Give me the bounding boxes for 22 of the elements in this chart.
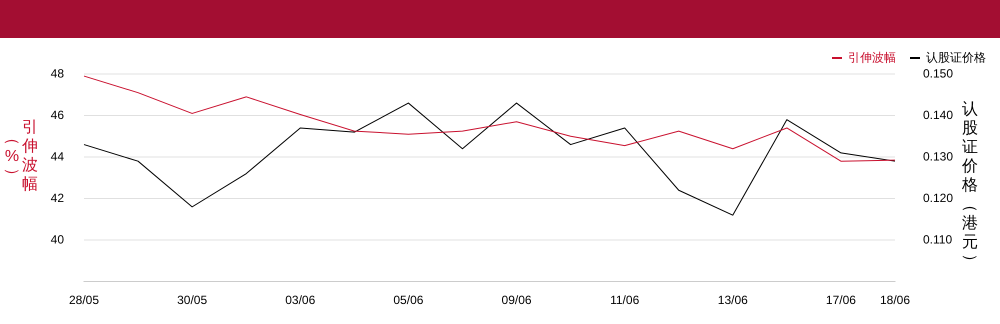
x-tick-label: 17/06	[826, 293, 856, 308]
y-tick-label: 44	[50, 149, 64, 164]
x-tick-label: 18/06	[880, 293, 910, 308]
y2-tick-label: 0.120	[923, 190, 954, 205]
text: 认股证价格（港元）	[962, 101, 978, 270]
y-tick-label: 46	[50, 108, 64, 122]
legend-label: 引伸波幅	[848, 50, 896, 64]
x-tick-label: 11/06	[610, 293, 640, 308]
x-tick-label: 09/06	[502, 293, 532, 308]
y-tick-label: 42	[50, 190, 64, 205]
x-tick-label: 30/05	[177, 293, 208, 308]
y-tick-label: 48	[50, 66, 64, 80]
x-tick-label: 28/05	[68, 293, 100, 308]
x-tick-label: 13/06	[718, 293, 748, 308]
x-tick-label: 03/06	[285, 293, 316, 308]
x-tick-label: 05/06	[393, 293, 424, 308]
y2-tick-label: 0.140	[923, 108, 954, 122]
y2-tick-label: 0.150	[923, 66, 954, 80]
y2-tick-label: 0.130	[923, 149, 954, 164]
legend-label: 认股证价格	[926, 50, 986, 64]
y-tick-label: 40	[50, 232, 64, 246]
y2-tick-label: 0.110	[923, 232, 952, 246]
